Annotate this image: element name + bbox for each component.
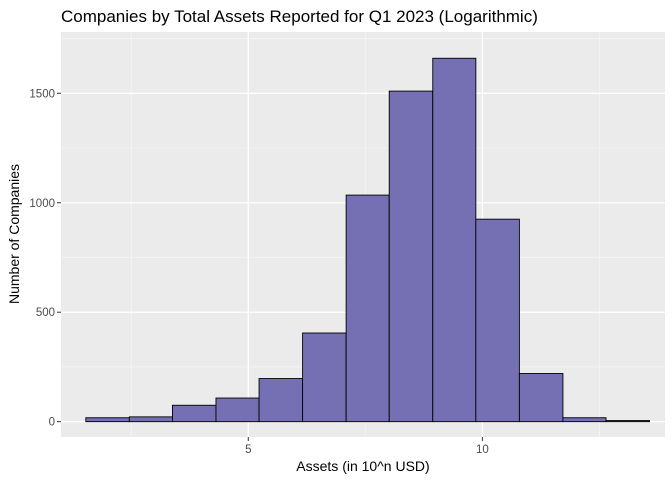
histogram-bar — [128, 416, 173, 423]
y-axis-title: Number of Companies — [6, 164, 22, 304]
histogram-bar — [215, 397, 260, 423]
histogram-bar — [475, 218, 520, 423]
histogram-bar — [605, 420, 650, 423]
histogram-bar — [518, 373, 564, 423]
histogram-bar — [345, 194, 390, 423]
x-axis: 5 10 — [245, 437, 489, 456]
y-axis: 0 500 1000 1500 — [29, 88, 61, 429]
x-axis-title: Assets (in 10^n USD) — [296, 458, 429, 474]
y-tick-label: 0 — [49, 417, 55, 429]
histogram-bar — [171, 404, 217, 423]
chart-title: Companies by Total Assets Reported for Q… — [61, 7, 538, 26]
histogram-bar — [302, 332, 347, 423]
histogram-bar — [258, 378, 304, 423]
histogram-bars — [85, 57, 650, 423]
x-tick-label: 10 — [476, 444, 489, 456]
histogram-bar — [388, 90, 434, 423]
x-tick-label: 5 — [245, 444, 251, 456]
y-tick-label: 500 — [36, 307, 55, 319]
histogram-bar — [562, 417, 607, 423]
y-tick-label: 1000 — [29, 198, 55, 210]
y-tick-label: 1500 — [29, 88, 55, 100]
histogram-bar — [432, 57, 477, 423]
histogram-bar — [85, 417, 130, 423]
